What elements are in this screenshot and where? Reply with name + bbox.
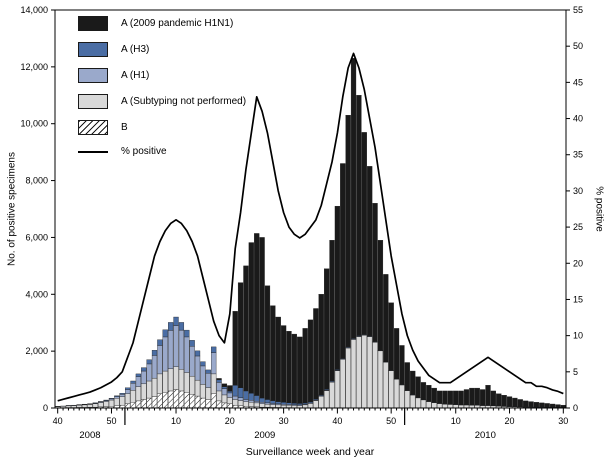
svg-text:30: 30 — [279, 416, 289, 426]
legend-item-3: A (Subtyping not performed) — [78, 94, 246, 109]
svg-text:2008: 2008 — [79, 430, 100, 441]
svg-text:30: 30 — [573, 186, 583, 196]
svg-text:14,000: 14,000 — [20, 5, 48, 15]
svg-text:25: 25 — [573, 222, 583, 232]
svg-text:40: 40 — [573, 114, 583, 124]
svg-text:2009: 2009 — [254, 430, 275, 441]
series-swatch — [78, 94, 108, 109]
x-axis-label: Surveillance week and year — [245, 446, 375, 458]
svg-text:10: 10 — [451, 416, 461, 426]
svg-text:2010: 2010 — [475, 430, 496, 441]
svg-text:50: 50 — [106, 416, 116, 426]
svg-text:45: 45 — [573, 77, 583, 87]
svg-text:0: 0 — [43, 403, 48, 413]
svg-text:40: 40 — [332, 416, 342, 426]
series-swatch — [78, 120, 108, 135]
svg-text:4,000: 4,000 — [25, 289, 48, 299]
legend: A (2009 pandemic H1N1) A (H3) A (H1) A (Sub… — [78, 16, 246, 157]
svg-text:55: 55 — [573, 5, 583, 15]
legend-label: B — [121, 122, 128, 133]
legend-label: A (H3) — [121, 44, 150, 55]
legend-item-2: A (H1) — [78, 68, 246, 83]
svg-text:5: 5 — [573, 367, 578, 377]
svg-text:10: 10 — [171, 416, 181, 426]
svg-text:8,000: 8,000 — [25, 176, 48, 186]
legend-item-1: A (H3) — [78, 42, 246, 57]
svg-text:50: 50 — [386, 416, 396, 426]
series-swatch — [78, 68, 108, 83]
svg-text:0: 0 — [573, 403, 578, 413]
line-swatch — [78, 150, 108, 153]
svg-text:40: 40 — [53, 416, 63, 426]
legend-item-5: % positive — [78, 146, 246, 157]
legend-label: A (Subtyping not performed) — [121, 96, 247, 107]
svg-text:20: 20 — [573, 258, 583, 268]
legend-label: % positive — [121, 146, 167, 157]
legend-label: A (2009 pandemic H1N1) — [121, 18, 234, 29]
svg-text:2,000: 2,000 — [25, 346, 48, 356]
svg-text:10: 10 — [573, 331, 583, 341]
svg-text:30: 30 — [558, 416, 568, 426]
svg-text:6,000: 6,000 — [25, 232, 48, 242]
y-right-axis-label: % positive — [593, 186, 605, 232]
svg-text:20: 20 — [505, 416, 515, 426]
svg-text:20: 20 — [225, 416, 235, 426]
legend-item-0: A (2009 pandemic H1N1) — [78, 16, 246, 31]
series-swatch — [78, 16, 108, 31]
svg-text:10,000: 10,000 — [20, 119, 48, 129]
legend-label: A (H1) — [121, 70, 150, 81]
svg-text:12,000: 12,000 — [20, 62, 48, 72]
legend-item-4: B — [78, 120, 246, 135]
svg-text:35: 35 — [573, 150, 583, 160]
series-swatch — [78, 42, 108, 57]
y-left-axis-label: No. of positive specimens — [6, 152, 18, 266]
svg-text:15: 15 — [573, 294, 583, 304]
svg-text:50: 50 — [573, 41, 583, 51]
